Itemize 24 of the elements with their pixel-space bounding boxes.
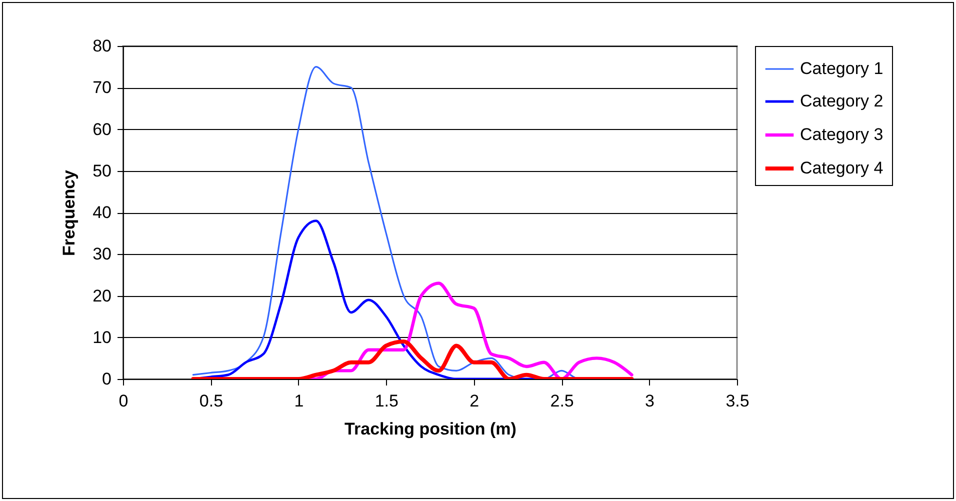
y-tick-label: 30	[92, 244, 112, 264]
x-tick-label: 1.5	[374, 392, 398, 410]
legend-label: Category 3	[800, 125, 884, 144]
x-tick-label: 3	[645, 392, 655, 410]
y-tick-label: 50	[92, 161, 112, 180]
y-tick-label: 80	[92, 36, 112, 56]
legend-label: Category 2	[800, 92, 884, 110]
x-axis-title: Tracking position (m)	[344, 420, 516, 438]
y-tick-label: 70	[92, 78, 112, 98]
x-tick-label: 2.5	[550, 392, 574, 410]
x-tick-label: 0.5	[199, 392, 224, 410]
x-tick-label: 2	[470, 392, 480, 410]
legend-label: Category 4	[800, 158, 884, 178]
y-tick-label: 0	[102, 370, 112, 388]
x-tick-label: 3.5	[726, 392, 750, 410]
y-tick-label: 40	[92, 203, 112, 222]
y-tick-label: 60	[92, 120, 112, 139]
x-tick-label: 1	[294, 392, 304, 410]
line-series	[191, 340, 634, 379]
legend-label: Category 1	[800, 59, 884, 78]
y-tick-label: 10	[92, 328, 112, 347]
y-axis-title: Frequency	[60, 169, 79, 256]
x-tick-label: 0	[118, 392, 128, 410]
y-tick-label: 20	[92, 286, 112, 306]
